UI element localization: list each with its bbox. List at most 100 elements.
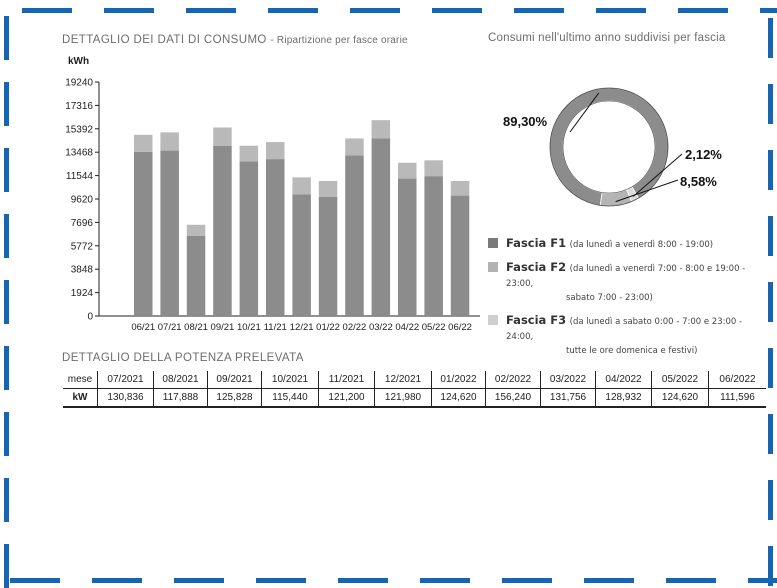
power-value-cell: 125,828 — [207, 388, 262, 408]
bar-segment-fascia-f2 — [266, 142, 285, 160]
x-tick-label: 03/22 — [369, 322, 393, 333]
frame-dash — [4, 346, 9, 390]
power-month-cell: 10/2021 — [261, 371, 319, 389]
frame-dash — [678, 8, 728, 13]
frame-dash — [186, 8, 236, 13]
bar-segment-fascia-f2 — [134, 134, 153, 152]
y-tick-label: 0 — [87, 312, 93, 323]
frame-dash — [768, 414, 773, 454]
frame-dash — [350, 8, 400, 13]
legend-item-f3: Fascia F3 (da lunedì a sabato 0:00 - 7:0… — [488, 313, 768, 358]
power-value-cell: 121,980 — [374, 388, 432, 408]
frame-dash — [4, 478, 9, 522]
power-month-cell: 09/2021 — [207, 371, 262, 389]
frame-dash — [768, 348, 773, 388]
power-month-cell: 03/2022 — [540, 371, 596, 389]
x-tick-label: 11/21 — [264, 322, 287, 333]
bar-segment-fascia-f1 — [266, 159, 285, 316]
power-value-cell: 124,620 — [431, 388, 486, 408]
bar-segment-fascia-f2 — [213, 127, 232, 146]
legend-desc2-f3: tutte le ore domenica e festivi) — [566, 346, 698, 356]
frame-dash — [768, 18, 773, 58]
power-month-cell: 01/2022 — [431, 371, 486, 389]
frame-dash — [768, 150, 773, 190]
consumption-section-title: DETTAGLIO DEI DATI DI CONSUMO - Ripartiz… — [62, 34, 408, 46]
frame-dash — [92, 578, 142, 583]
power-month-cell: 11/2021 — [318, 371, 375, 389]
frame-dash — [420, 578, 470, 583]
bar-segment-fascia-f2 — [424, 160, 443, 177]
power-table-value-row: kW 130,836 117,888 125,828 115,440 121,200 12… — [63, 388, 766, 408]
frame-dash — [760, 8, 777, 13]
power-month-cell: 05/2022 — [651, 371, 709, 389]
power-value-cell: 111,596 — [708, 388, 766, 408]
frame-dash — [338, 578, 388, 583]
y-tick-label: 19240 — [65, 78, 93, 89]
frame-dash — [268, 8, 318, 13]
power-month-cell: 12/2021 — [374, 371, 432, 389]
frame-dash — [256, 578, 306, 583]
bar-segment-fascia-f2 — [450, 181, 470, 196]
y-tick-label: 11544 — [66, 171, 94, 182]
y-tick-label: 13468 — [65, 148, 93, 159]
bar-segment-fascia-f1 — [345, 155, 364, 316]
legend-name-f3: Fascia F3 — [506, 313, 567, 327]
y-tick-label: 17316 — [65, 101, 93, 112]
x-tick-label: 01/22 — [316, 322, 340, 333]
bar-segment-fascia-f2 — [160, 132, 179, 151]
legend-desc2-f2: sabato 7:00 - 23:00) — [566, 293, 653, 303]
x-tick-label: 08/21 — [184, 322, 208, 333]
x-tick-label: 07/21 — [158, 322, 182, 333]
bar-segment-fascia-f1 — [292, 194, 311, 316]
y-axis-label: kWh — [68, 56, 89, 67]
power-row-label-unit: kW — [63, 388, 98, 408]
legend-name-f1: Fascia F1 — [506, 236, 567, 250]
frame-dash — [748, 578, 777, 583]
frame-dash — [584, 578, 634, 583]
bar-segment-fascia-f1 — [371, 138, 391, 316]
frame-dash — [4, 412, 9, 456]
y-tick-label: 15392 — [65, 124, 93, 135]
x-tick-label: 04/22 — [395, 322, 419, 333]
frame-dash — [768, 216, 773, 256]
power-value-cell: 156,240 — [485, 388, 541, 408]
power-value-cell: 121,200 — [318, 388, 375, 408]
frame-dash — [768, 84, 773, 124]
legend-swatch-f2 — [488, 262, 498, 272]
power-value-cell: 117,888 — [153, 388, 208, 408]
bar-segment-fascia-f1 — [450, 195, 470, 316]
power-month-cell: 08/2021 — [153, 371, 208, 389]
bar-segment-fascia-f1 — [160, 150, 179, 316]
bar-segment-fascia-f1 — [424, 176, 443, 316]
bar-segment-fascia-f2 — [371, 120, 391, 139]
bar-segment-fascia-f1 — [398, 178, 417, 316]
bar-segment-fascia-f1 — [239, 161, 259, 316]
fascia-legend: Fascia F1 (da lunedì a venerdì 8:00 - 19… — [488, 236, 768, 366]
x-tick-label: 05/22 — [422, 322, 446, 333]
consumption-subtitle: - Ripartizione per fasce orarie — [270, 35, 408, 46]
power-value-cell: 128,932 — [595, 388, 652, 408]
legend-swatch-f3 — [488, 315, 498, 325]
frame-dash — [22, 8, 72, 13]
legend-desc-f2: (da lunedì a venerdì 7:00 - 8:00 e 19:00… — [506, 264, 746, 289]
frame-dash — [596, 8, 646, 13]
power-month-cell: 07/2021 — [97, 371, 154, 389]
frame-dash — [174, 578, 224, 583]
legend-item-f2: Fascia F2 (da lunedì a venerdì 7:00 - 8:… — [488, 260, 768, 305]
frame-dash — [4, 214, 9, 258]
legend-desc-f3: (da lunedì a sabato 0:00 - 7:00 e 23:00 … — [506, 317, 743, 342]
frame-dash — [502, 578, 552, 583]
x-tick-label: 10/21 — [237, 322, 261, 333]
power-value-cell: 131,756 — [540, 388, 596, 408]
power-value-cell: 115,440 — [261, 388, 319, 408]
power-month-cell: 06/2022 — [708, 371, 766, 389]
frame-dash — [514, 8, 564, 13]
x-tick-label: 02/22 — [343, 322, 367, 333]
frame-dash — [432, 8, 482, 13]
legend-name-f2: Fascia F2 — [506, 260, 567, 274]
bar-segment-fascia-f2 — [318, 181, 338, 197]
pie-chart-title: Consumi nell'ultimo anno suddivisi per f… — [488, 32, 726, 44]
legend-desc-f1: (da lunedì a venerdì 8:00 - 19:00) — [569, 240, 714, 250]
bar-segment-fascia-f2 — [239, 145, 259, 162]
frame-dash — [104, 8, 154, 13]
